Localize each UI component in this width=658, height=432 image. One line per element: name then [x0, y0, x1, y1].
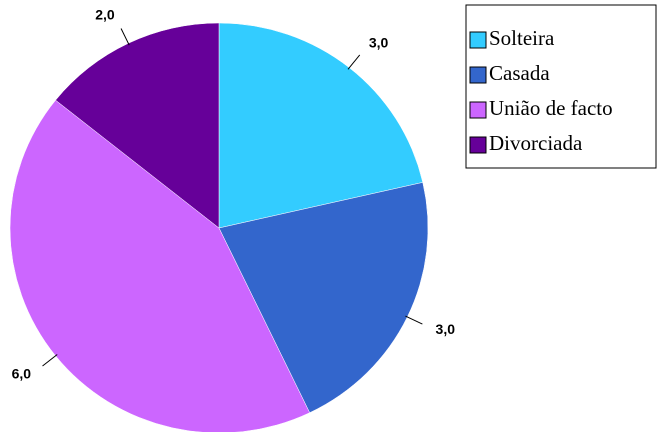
value-label: 3,0 — [369, 34, 389, 50]
value-label: 3,0 — [436, 321, 456, 337]
leader-line — [42, 354, 58, 367]
legend-swatch — [469, 31, 487, 49]
legend-label: Casada — [489, 61, 550, 85]
legend-swatch — [469, 136, 487, 154]
legend-box — [465, 4, 657, 169]
leader-line — [347, 54, 361, 70]
value-label: 2,0 — [95, 6, 115, 22]
legend-swatch — [469, 101, 487, 119]
legend-label: Divorciada — [489, 131, 583, 155]
legend-swatch — [469, 66, 487, 84]
value-label: 6,0 — [12, 366, 32, 382]
leader-line — [120, 28, 130, 46]
legend-label: Solteira — [489, 26, 555, 50]
leader-line — [405, 315, 423, 325]
legend-label: União de facto — [489, 96, 613, 120]
